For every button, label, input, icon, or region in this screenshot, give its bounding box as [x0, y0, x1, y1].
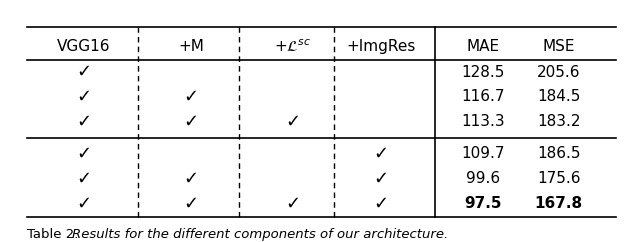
Text: 183.2: 183.2: [537, 114, 581, 129]
Text: 116.7: 116.7: [461, 89, 504, 104]
Text: ✓: ✓: [184, 170, 199, 188]
Text: 205.6: 205.6: [537, 65, 581, 80]
Text: ✓: ✓: [184, 88, 199, 106]
Text: ✓: ✓: [374, 145, 389, 163]
Text: ✓: ✓: [76, 88, 92, 106]
Text: ✓: ✓: [184, 113, 199, 130]
Text: 167.8: 167.8: [535, 196, 583, 211]
Text: ✓: ✓: [285, 113, 300, 130]
Text: 109.7: 109.7: [461, 146, 504, 161]
Text: 99.6: 99.6: [466, 171, 500, 186]
Text: 175.6: 175.6: [537, 171, 581, 186]
Text: ✓: ✓: [76, 113, 92, 130]
Text: ✓: ✓: [374, 194, 389, 212]
Text: +M: +M: [179, 39, 204, 54]
Text: 128.5: 128.5: [461, 65, 504, 80]
Text: ✓: ✓: [76, 63, 92, 81]
Text: 113.3: 113.3: [461, 114, 504, 129]
Text: MSE: MSE: [543, 39, 575, 54]
Text: VGG16: VGG16: [57, 39, 111, 54]
Text: ✓: ✓: [374, 170, 389, 188]
Text: 184.5: 184.5: [537, 89, 580, 104]
Text: +$\mathcal{L}^{sc}$: +$\mathcal{L}^{sc}$: [274, 38, 311, 54]
Text: +ImgRes: +ImgRes: [347, 39, 416, 54]
Text: MAE: MAE: [466, 39, 499, 54]
Text: Table 2.: Table 2.: [27, 228, 82, 241]
Text: 97.5: 97.5: [464, 196, 501, 211]
Text: ✓: ✓: [76, 145, 92, 163]
Text: Results for the different components of our architecture.: Results for the different components of …: [73, 228, 448, 241]
Text: ✓: ✓: [76, 194, 92, 212]
Text: ✓: ✓: [76, 170, 92, 188]
Text: ✓: ✓: [285, 194, 300, 212]
Text: 186.5: 186.5: [537, 146, 581, 161]
Text: ✓: ✓: [184, 194, 199, 212]
